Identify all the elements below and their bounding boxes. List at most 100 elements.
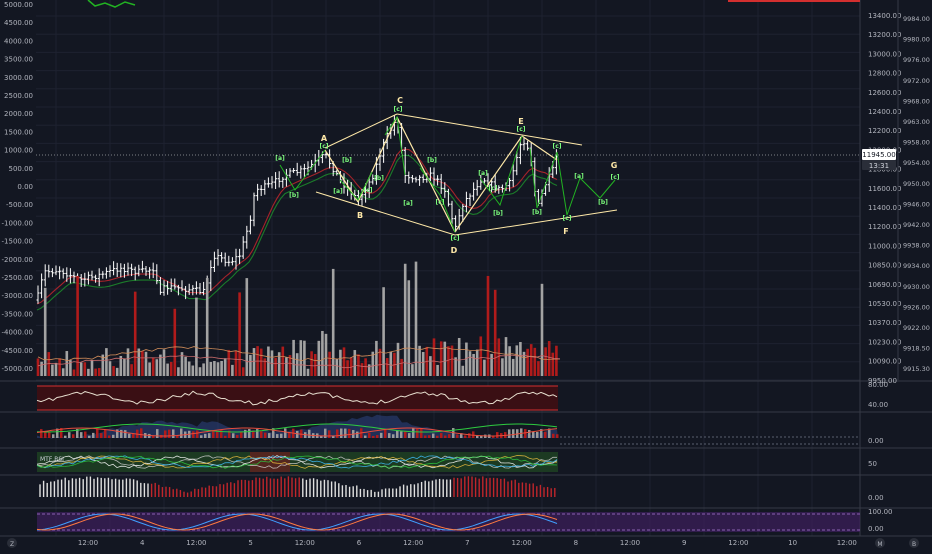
right-axis-tick: 9950.00: [868, 377, 897, 385]
volume-bar: [180, 352, 184, 376]
volume-bar: [551, 352, 555, 376]
volume-bar: [544, 347, 547, 376]
right-axis-tick: 12800.00: [868, 70, 901, 78]
volume-bar: [526, 348, 529, 376]
osc2-hist: [48, 432, 51, 438]
left-axis-tick: 4000.00: [4, 37, 33, 45]
volume-bar: [357, 354, 360, 376]
sub-wave: [556, 151, 581, 216]
osc3-label: MTF RSI: [40, 456, 64, 463]
osc2-hist: [460, 433, 463, 438]
volume-bar: [378, 348, 382, 376]
volume-bar: [123, 358, 126, 376]
far-right-axis-tick: 9963.00: [903, 118, 930, 126]
osc2-hist: [108, 435, 111, 438]
volume-bar: [112, 366, 115, 376]
right-axis-tick: 10690.00: [868, 281, 901, 289]
triangle-lower-line: [315, 191, 456, 236]
corner-button-bg: [7, 538, 17, 548]
last-price-tag: [862, 149, 896, 160]
right-axis-tick: 11600.00: [868, 185, 901, 193]
volume-bar: [429, 356, 432, 376]
scale-mode-button[interactable]: M: [875, 538, 885, 548]
osc2-hist: [376, 435, 379, 438]
go-to-start-button[interactable]: Z: [7, 538, 17, 548]
volume-bar: [465, 342, 468, 376]
osc2-hist: [244, 429, 247, 438]
volume-bar: [119, 355, 123, 376]
volume-bar: [501, 358, 504, 376]
auto-scale-button[interactable]: B: [909, 538, 919, 548]
volume-bar: [213, 361, 216, 376]
volume-bar: [162, 349, 166, 376]
time-axis-tick: 12:00: [295, 539, 315, 547]
volume-bar: [443, 341, 447, 376]
wave-sublabel: [a]: [403, 200, 413, 207]
osc2-hist: [324, 428, 327, 438]
volume-bar: [555, 345, 558, 376]
countdown-tag: [862, 160, 896, 170]
osc2-hist: [60, 428, 63, 438]
volume-bar: [436, 364, 439, 376]
osc2-hist: [164, 430, 167, 438]
wave-sublabel: [c]: [450, 235, 459, 242]
volume-bar: [274, 357, 277, 376]
left-axis-tick: -2000.00: [2, 256, 33, 264]
volume-bar: [299, 340, 303, 376]
volume-bar: [87, 368, 90, 376]
osc2-tick-0: 0.00: [868, 437, 884, 445]
volume-bar: [151, 357, 155, 376]
osc2-hist: [176, 435, 179, 438]
osc2-hist: [260, 431, 263, 438]
corner-button-label: Z: [10, 541, 14, 548]
right-price-axis: 13400.00 13200.00 13000.00 12800.00 12600.00…: [859, 0, 901, 536]
volume-bar: [360, 363, 364, 376]
far-right-axis-tick: 9922.00: [903, 324, 930, 332]
osc2-hist: [264, 432, 267, 438]
last-price-value: 11945.00: [862, 151, 895, 159]
osc2-hist: [332, 435, 335, 438]
volume-bar: [400, 358, 403, 376]
osc2-hist: [328, 430, 331, 438]
osc1-line: [36, 390, 558, 406]
left-axis-tick: 4500.00: [4, 19, 33, 27]
wave-sublabel: [c]: [435, 199, 444, 206]
osc2-hist: [468, 433, 471, 438]
wave-leg: [396, 116, 456, 233]
osc2-hist: [40, 429, 43, 438]
volume-bar: [313, 354, 317, 376]
time-axis-tick: 5: [248, 539, 252, 547]
sub-wave: [279, 149, 326, 191]
volume-bar: [94, 368, 97, 376]
volume-bar: [331, 268, 335, 376]
osc2-hist: [200, 435, 203, 438]
volume-bar: [353, 350, 357, 376]
volume-bar: [421, 352, 425, 376]
wave-sublabel: [c]: [562, 215, 571, 222]
osc2-hist: [284, 428, 287, 438]
volume-bar: [490, 353, 493, 376]
osc2-hist: [84, 431, 87, 438]
volume-bar: [479, 336, 483, 376]
volume-bar: [447, 346, 450, 376]
osc2-hist: [268, 433, 271, 438]
volume-bar: [148, 362, 151, 376]
volume-bar: [339, 349, 342, 376]
volume-bar: [177, 367, 180, 376]
far-right-axis-tick: 9942.00: [903, 221, 930, 229]
right-axis-tick: 10090.00: [868, 358, 901, 366]
wave-leg: [521, 135, 558, 161]
osc2-hist: [356, 431, 359, 438]
osc2-hist: [372, 435, 375, 438]
volume-bar: [277, 352, 281, 376]
osc5-tick-0: 0.00: [868, 525, 884, 533]
osc2-hist: [204, 433, 207, 438]
osc3-line: [36, 455, 557, 469]
osc2-hist: [400, 431, 403, 438]
osc2-hist: [64, 435, 67, 438]
osc2-hist: [512, 429, 515, 438]
volume-bar: [61, 368, 65, 376]
right-axis-tick: 11400.00: [868, 204, 901, 212]
volume-bar: [486, 275, 490, 376]
